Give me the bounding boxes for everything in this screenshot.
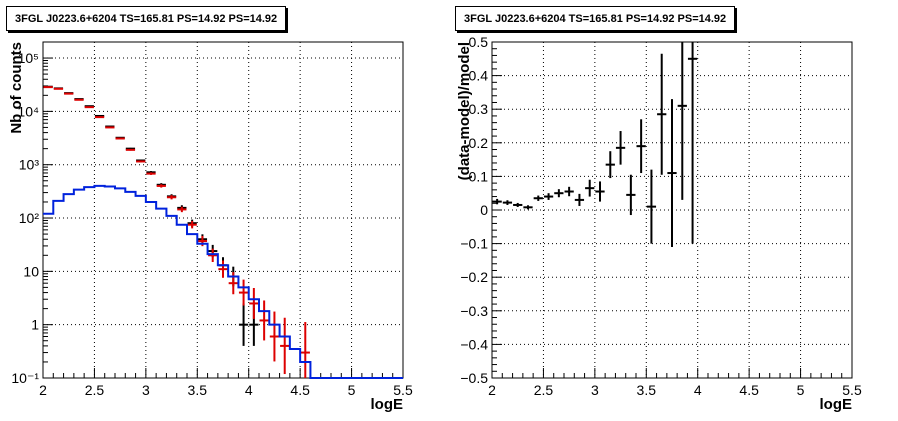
y-axis-title: (data-model)/model <box>456 42 473 180</box>
data-point <box>523 205 533 210</box>
data-point <box>177 206 187 213</box>
data-point <box>74 98 84 101</box>
data-point <box>677 42 687 200</box>
y-tick-label: −0.3 <box>460 303 488 319</box>
x-tick-label: 4 <box>245 382 253 398</box>
data-point <box>125 148 136 151</box>
data-point <box>615 131 626 165</box>
data-point <box>657 53 667 175</box>
data-point <box>269 311 280 362</box>
data-point <box>300 322 310 378</box>
x-tick-label: 3.5 <box>188 382 208 398</box>
data-point <box>156 184 166 188</box>
data-point <box>105 126 115 129</box>
x-tick-label: 2.5 <box>534 382 554 398</box>
data-point <box>115 137 125 140</box>
x-tick-label: 5 <box>348 382 356 398</box>
y-tick-label: −0.2 <box>460 269 488 285</box>
data-point <box>513 202 523 207</box>
x-tick-label: 5.5 <box>393 382 413 398</box>
data-point <box>259 300 269 341</box>
data-point <box>543 193 554 200</box>
y-tick-label: 10⁻¹ <box>11 370 39 386</box>
y-tick-label: −0.4 <box>460 336 488 352</box>
data-point <box>136 160 146 163</box>
data-point <box>218 260 228 278</box>
residuals-chart: 2 2.5 3 3.5 4 4.5 5 5.5 −0.5 −0.4 −0.3 −0.2 −0.1 0 0.1… <box>456 34 862 413</box>
x-tick-label: 4 <box>694 382 702 398</box>
y-tick-label: 10³ <box>19 157 40 173</box>
residuals-panel: 2 2.5 3 3.5 4 4.5 5 5.5 −0.5 −0.4 −0.3 −0.2 −0.1 0 0.1… <box>449 0 898 421</box>
data-point <box>187 220 197 229</box>
data-point <box>84 106 94 109</box>
x-tick-label: 3 <box>591 382 599 398</box>
y-tick-label: 0.3 <box>469 101 489 117</box>
data-point <box>564 186 574 197</box>
y-tick-label: 10 <box>23 263 39 279</box>
x-tick-label: 5 <box>797 382 805 398</box>
data-point <box>585 179 595 197</box>
x-tick-label: 3 <box>142 382 150 398</box>
data-point <box>502 200 513 205</box>
data-point <box>554 189 564 198</box>
data-point <box>626 174 636 216</box>
x-tick-label: 2 <box>488 382 496 398</box>
counts-chart: 2 2.5 3 3.5 4 4.5 5 5.5 10⁻¹ 1 10 10² 10³ 10⁴ 10⁵ logE N… <box>8 41 413 413</box>
chart-title: 3FGL J0223.6+6204 TS=165.81 PS=14.92 PS=… <box>6 6 287 31</box>
data-point <box>595 181 605 202</box>
plot-frame <box>42 41 404 379</box>
data-point <box>249 288 259 319</box>
x-axis-title: logE <box>820 396 853 413</box>
data-point <box>146 172 156 175</box>
y-tick-label: 1 <box>31 317 39 333</box>
y-tick-label: 10⁴ <box>17 103 39 119</box>
data-point <box>280 317 290 375</box>
data-point <box>533 195 543 201</box>
data-point <box>94 116 105 119</box>
y-tick-label: 0.2 <box>469 135 489 151</box>
x-tick-label: 4.5 <box>290 382 310 398</box>
x-tick-label: 2 <box>39 382 47 398</box>
data-point <box>605 151 615 179</box>
data-point <box>208 248 218 262</box>
data-point <box>646 169 657 244</box>
y-tick-label: 0 <box>480 202 488 218</box>
data-point <box>238 303 249 346</box>
chart-title: 3FGL J0223.6+6204 TS=165.81 PS=14.92 PS=… <box>455 6 736 31</box>
y-tick-label: 10² <box>19 210 40 226</box>
x-tick-label: 4.5 <box>739 382 759 398</box>
y-axis-title: Nb of counts <box>8 42 25 134</box>
data-point <box>574 193 585 206</box>
data-point <box>636 119 646 174</box>
data-point <box>667 99 677 247</box>
x-tick-label: 5.5 <box>842 382 862 398</box>
y-tick-label: −0.5 <box>460 370 488 386</box>
y-tick-label: 0.4 <box>469 68 489 84</box>
data-point <box>492 198 502 205</box>
counts-panel: 2 2.5 3 3.5 4 4.5 5 5.5 10⁻¹ 1 10 10² 10³ 10⁴ 10⁵ logE N… <box>6 6 413 413</box>
data-point <box>238 279 249 306</box>
model-step-line <box>43 184 403 379</box>
data-point <box>687 42 698 244</box>
x-tick-label: 2.5 <box>85 382 105 398</box>
y-tick-label: −0.1 <box>460 236 488 252</box>
y-tick-label: 0.5 <box>469 34 489 50</box>
x-axis-title: logE <box>371 396 404 413</box>
data-point <box>166 195 177 200</box>
y-tick-label: 0.1 <box>469 168 489 184</box>
data-point <box>228 272 238 295</box>
y-tick-label: 10⁵ <box>18 50 39 66</box>
x-tick-label: 3.5 <box>637 382 657 398</box>
